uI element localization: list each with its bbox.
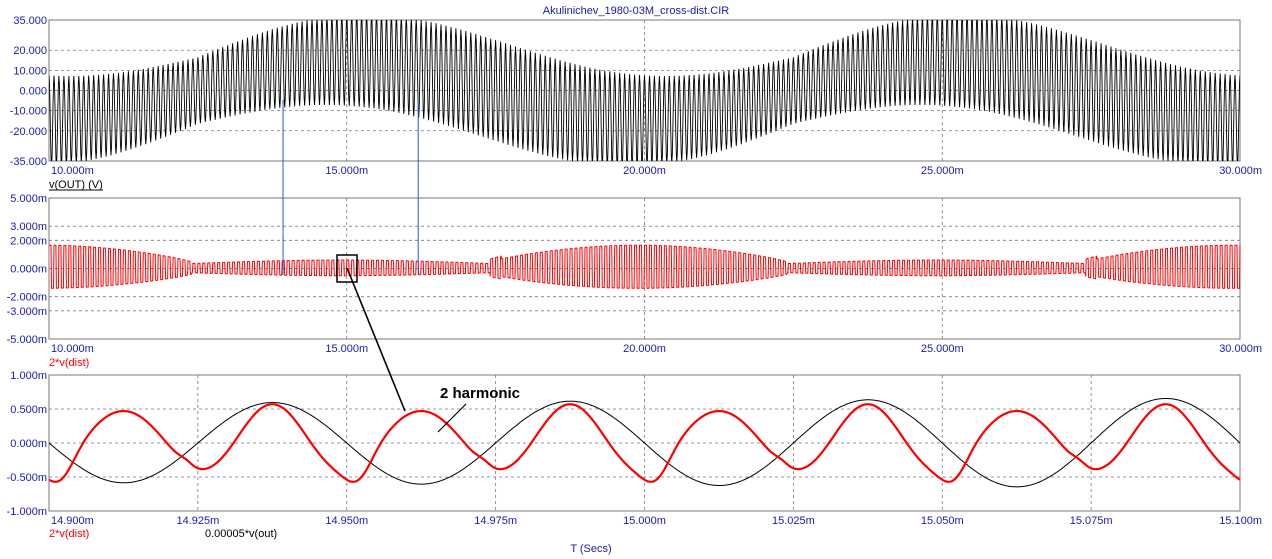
annotation-pointer [437,403,467,433]
y-tick-label: -2.000m [7,292,47,304]
y-tick-label: -35.000 [10,156,47,168]
x-tick-label: 15.000m [325,343,368,355]
y-tick-label: 0.000m [10,438,47,450]
y-tick-label: 3.000m [10,221,47,233]
y-tick-label: 0.000 [19,86,47,98]
x-tick-label: 14.950m [325,515,368,527]
trace-label: 2*v(dist) [49,528,89,540]
y-tick-label: -1.000m [7,506,47,518]
x-tick-label: 14.900m [51,515,94,527]
zoom-connector-line [346,267,406,412]
series-line-vout [49,20,1240,161]
panel-bottom-zoom: 1.000m 0.500m 0.000m -0.500m -1.000m 14.900m 1… [7,370,1262,555]
y-tick-label: -10.000 [10,106,47,118]
trace-label: v(OUT) (V) [49,179,103,191]
x-tick-label: 30.000m [1219,343,1262,355]
y-tick-label: 10.000 [13,65,47,77]
x-tick-label: 30.000m [1219,165,1262,177]
series-line-vout-scaled [49,398,1240,488]
x-tick-label: 25.000m [921,343,964,355]
x-tick-label: 15.025m [772,515,815,527]
y-tick-label: 35.000 [13,15,47,27]
y-tick-label: 0.500m [10,404,47,416]
annotation-layer: 2 harmonic [282,100,520,433]
x-tick-label: 10.000m [51,343,94,355]
y-tick-label: 2.000m [10,235,47,247]
x-tick-label: 14.975m [474,515,517,527]
series-line-vdist [49,244,1241,289]
x-tick-label: 20.000m [623,343,666,355]
panel-top-vout: 35.000 20.000 10.000 0.000 -10.000 -20.000 -35… [10,15,1262,191]
y-tick-label: -0.500m [7,472,47,484]
panel-middle-vdist: 5.000m 3.000m 2.000m 0.000m -2.000m -3.000m -5… [7,193,1262,369]
x-tick-label: 14.925m [176,515,219,527]
y-tick-label: 0.000m [10,264,47,276]
zoom-box [336,254,358,283]
y-tick-label: 5.000m [10,193,47,205]
x-tick-label: 10.000m [51,165,94,177]
y-tick-label: -20.000 [10,126,47,138]
x-axis-label: T (Secs) [570,543,611,555]
x-tick-label: 15.000m [623,515,666,527]
plot-title: Akulinichev_1980-03M_cross-dist.CIR [543,5,730,17]
x-tick-label: 25.000m [921,165,964,177]
y-tick-label: 20.000 [13,45,47,57]
y-tick-label: -3.000m [7,306,47,318]
x-tick-label: 15.100m [1219,515,1262,527]
x-tick-label: 15.050m [921,515,964,527]
x-tick-label: 20.000m [623,165,666,177]
trace-label: 2*v(dist) [49,357,89,369]
x-tick-label: 15.000m [325,165,368,177]
series-line-vdist-zoom [49,403,1240,483]
x-tick-label: 15.075m [1070,515,1113,527]
annotation-2-harmonic: 2 harmonic [440,385,520,402]
trace-label: 0.00005*v(out) [205,528,277,540]
y-tick-label: -5.000m [7,334,47,346]
y-tick-label: 1.000m [10,370,47,382]
